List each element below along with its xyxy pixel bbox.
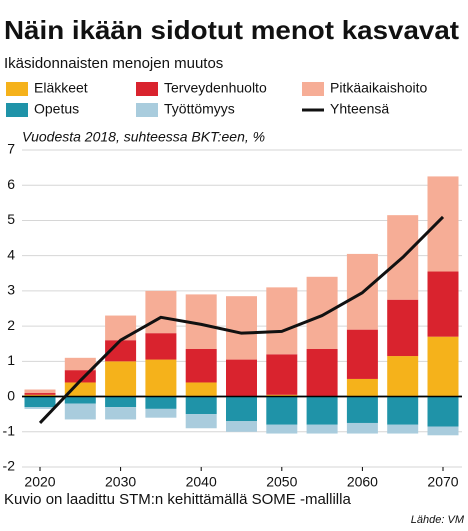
- y-tick-label: 5: [7, 211, 15, 227]
- bar-segment: [226, 421, 257, 432]
- subtitle: Ikäsidonnaisten menojen muutos: [4, 55, 223, 72]
- legend-label: Yhteensä: [330, 101, 389, 117]
- bar-segment: [185, 382, 217, 397]
- bar-segment: [306, 276, 338, 350]
- x-tick-label: 2050: [266, 474, 297, 490]
- bar-segment: [145, 333, 177, 360]
- source: Lähde: VM: [411, 514, 465, 526]
- y-tick-label: 4: [7, 246, 15, 262]
- x-tick-label: 2020: [24, 474, 55, 490]
- bar-segment: [226, 296, 257, 360]
- bar-segment: [266, 287, 298, 355]
- bar-segment: [346, 329, 378, 379]
- x-tick-label: 2030: [105, 474, 136, 490]
- x-tick-label: 2070: [427, 474, 458, 490]
- bar-segment: [266, 396, 298, 425]
- legend-swatch: [6, 82, 28, 96]
- bar-segment: [64, 357, 96, 371]
- bar-segment: [346, 378, 378, 397]
- bar-segment: [266, 354, 298, 395]
- bar-segment: [306, 424, 338, 434]
- y-tick-label: 2: [7, 317, 15, 333]
- bar-segment: [105, 340, 137, 362]
- y-tick-label: 0: [7, 387, 15, 403]
- bar-segment: [105, 396, 137, 408]
- bar-segment: [427, 426, 459, 436]
- total-line: [38, 215, 445, 425]
- legend-swatch: [136, 82, 158, 96]
- bar-segment: [266, 394, 298, 397]
- bar-segment: [105, 361, 137, 397]
- y-tick-label: 7: [7, 141, 15, 157]
- legend-label: Opetus: [34, 101, 79, 117]
- bar-segment: [24, 389, 56, 394]
- axis-note: Vuodesta 2018, suhteessa BKT:een, %: [22, 129, 265, 145]
- legend-label: Pitkäaikaishoito: [330, 80, 427, 96]
- bar-segment: [105, 315, 137, 341]
- bar-segment: [427, 396, 459, 427]
- chart-title: Näin ikään sidotut menot kasvavat: [4, 15, 459, 45]
- legend-label: Eläkkeet: [34, 80, 88, 96]
- bar-segment: [387, 356, 419, 397]
- x-tick-label: 2040: [186, 474, 217, 490]
- y-tick-label: 6: [7, 176, 15, 192]
- bar-segment: [387, 396, 419, 425]
- legend-swatch: [136, 103, 158, 117]
- bar-segment: [185, 396, 217, 415]
- legend-label: Työttömyys: [164, 101, 235, 117]
- legend-swatch: [6, 103, 28, 117]
- bar-segment: [24, 394, 56, 397]
- legend-label: Terveydenhuolto: [164, 80, 267, 96]
- bar-segment: [64, 403, 96, 420]
- bar-segment: [266, 424, 298, 434]
- bar-segment: [24, 393, 56, 395]
- legend-swatch: [302, 82, 324, 96]
- bar-segment: [387, 424, 419, 434]
- bar-segment: [64, 396, 96, 404]
- bar-segment: [306, 349, 338, 397]
- bar-segment: [145, 359, 177, 397]
- bar-segment: [226, 396, 257, 422]
- y-tick-label: -1: [3, 422, 16, 438]
- bar-segment: [105, 407, 137, 420]
- bar-segment: [64, 382, 96, 397]
- bar-segment: [145, 408, 177, 418]
- y-tick-label: -2: [3, 458, 16, 474]
- bar-segment: [427, 336, 459, 397]
- bar-segment: [226, 359, 257, 397]
- bar-segment: [427, 271, 459, 337]
- bar-segment: [145, 290, 177, 334]
- bar-segment: [24, 396, 56, 408]
- bar-segment: [145, 396, 177, 409]
- bar-segment: [185, 349, 217, 383]
- x-tick-label: 2060: [347, 474, 378, 490]
- y-tick-label: 1: [7, 352, 15, 368]
- y-tick-label: 3: [7, 282, 15, 298]
- bar-segment: [306, 396, 338, 425]
- footer: Kuvio on laadittu STM:n kehittämällä SOM…: [4, 491, 351, 508]
- bar-segment: [387, 299, 419, 357]
- bar-segment: [185, 414, 217, 429]
- bar-segment: [346, 422, 378, 434]
- bar-segment: [24, 407, 56, 409]
- bar-segment: [346, 396, 378, 423]
- bar-segment: [427, 176, 459, 272]
